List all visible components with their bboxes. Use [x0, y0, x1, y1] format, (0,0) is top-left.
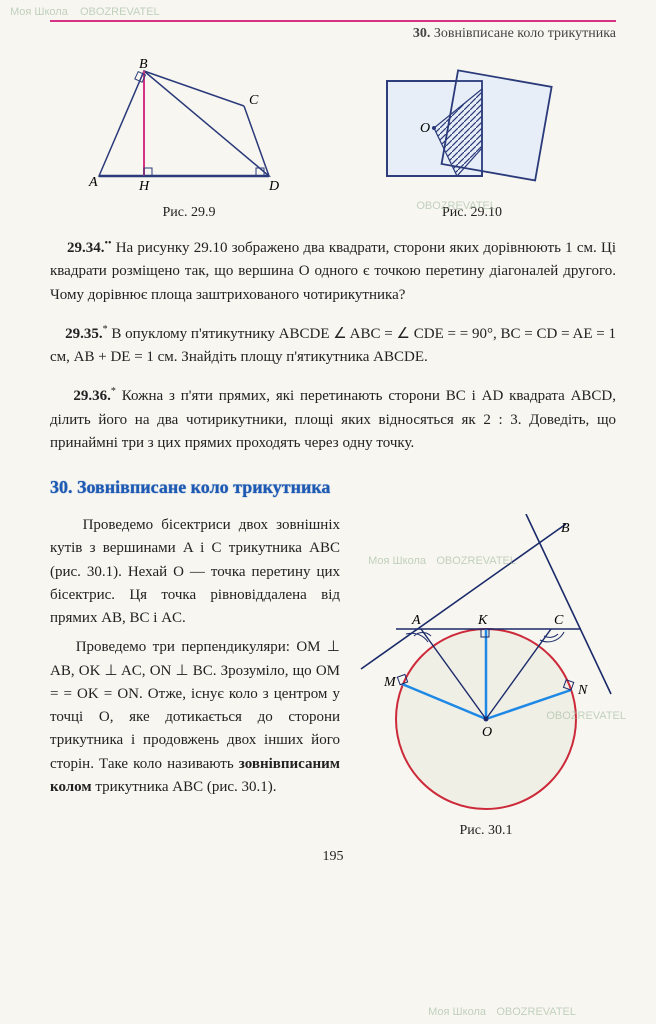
label-O: O [482, 725, 492, 740]
figure-29-10-caption: Рис. 29.10 [362, 205, 582, 221]
figure-30-1: A B C K M N O Рис. 30.1 [356, 514, 616, 839]
problem-marker: •• [104, 238, 111, 249]
label-B: B [139, 57, 148, 72]
problem-marker: * [103, 324, 108, 335]
header-section-title: Зовнівписане коло трикутника [434, 26, 616, 41]
label-C: C [249, 93, 259, 108]
page-number: 195 [50, 849, 616, 865]
label-A: A [411, 613, 421, 628]
label-A: A [88, 175, 98, 190]
label-O: O [420, 121, 430, 136]
figure-29-10: O Рис. 29.10 [362, 56, 582, 221]
figure-29-10-svg: O [362, 56, 582, 196]
label-H: H [138, 179, 150, 194]
header-section-number: 30. [413, 26, 431, 41]
label-B: B [561, 521, 570, 536]
label-M: M [383, 675, 397, 690]
section-30-text: Проведемо бісектриси двох зовнішніх куті… [50, 514, 340, 799]
watermark: Моя Школа [428, 1006, 486, 1018]
section-number: 30. [50, 477, 73, 497]
problem-text: На рисунку 29.10 зображено два квадрати,… [50, 240, 616, 303]
label-K: K [477, 613, 488, 628]
figure-29-9-caption: Рис. 29.9 [84, 205, 294, 221]
para2b: трикутника ABC (рис. 30.1). [92, 779, 277, 795]
problem-29-36: 29.36.* Кожна з п'яти прямих, які перети… [50, 384, 616, 455]
problem-marker: * [111, 386, 116, 397]
label-C: C [554, 613, 564, 628]
figure-29-9-svg: A B C D H [84, 56, 294, 196]
header-rule [50, 20, 616, 22]
problem-number: 29.34. [67, 240, 105, 256]
watermark: OBOZREVATEL [496, 1006, 576, 1018]
figure-30-1-caption: Рис. 30.1 [356, 823, 616, 839]
para2a: Проведемо три перпендикуляри: OM ⊥ AB, O… [50, 639, 340, 771]
para1: Проведемо бісектриси двох зовнішніх куті… [50, 517, 340, 626]
problem-number: 29.35. [65, 326, 103, 342]
problem-29-34: 29.34.•• На рисунку 29.10 зображено два … [50, 236, 616, 307]
problem-text: Кожна з п'яти прямих, які перетинають ст… [50, 388, 616, 451]
figure-30-1-svg: A B C K M N O [356, 514, 616, 814]
section-title-text: Зовнівписане коло трикутника [77, 477, 330, 497]
page-content: 30. Зовнівписане коло трикутника A B C D… [0, 0, 656, 885]
figures-row: A B C D H Рис. 29.9 [50, 56, 616, 221]
label-D: D [268, 179, 279, 194]
section-30-title: 30. Зовнівписане коло трикутника [50, 477, 616, 498]
problem-number: 29.36. [73, 388, 111, 404]
figure-29-9: A B C D H Рис. 29.9 [84, 56, 294, 221]
problem-text: В опуклому п'ятикутнику ABCDE ∠ ABC = ∠ … [50, 326, 616, 365]
label-N: N [577, 683, 588, 698]
running-header: 30. Зовнівписане коло трикутника [50, 26, 616, 42]
problem-29-35: 29.35.* В опуклому п'ятикутнику ABCDE ∠ … [50, 322, 616, 370]
section-30-body: Проведемо бісектриси двох зовнішніх куті… [50, 514, 616, 839]
